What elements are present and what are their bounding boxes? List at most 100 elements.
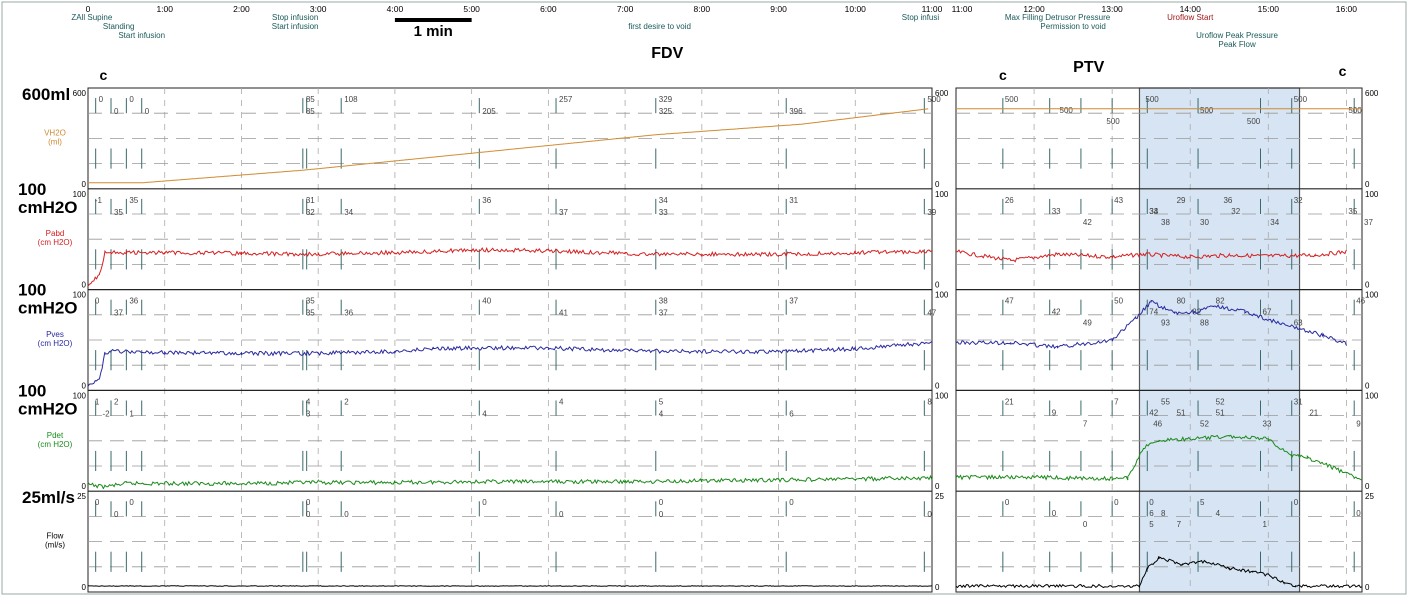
time-tick-label: 10:00 <box>845 4 867 14</box>
marker-value-label: 5 <box>659 397 664 406</box>
trace-pves-left <box>87 340 933 387</box>
event-label: first desire to void <box>628 22 691 31</box>
marker-value-label: 2 <box>114 397 119 406</box>
channel-scale-label: 25ml/s <box>22 488 75 507</box>
marker-value-label: 34 <box>659 196 668 205</box>
marker-value-label: 39 <box>927 208 936 217</box>
marker-value-label: 0 <box>482 498 487 507</box>
marker-value-label: 36 <box>1223 196 1232 205</box>
marker-value-label: 500 <box>1145 95 1159 104</box>
marker-value-label: 108 <box>344 95 358 104</box>
marker-value-label: 7 <box>1083 419 1088 428</box>
marker-value-label: 0 <box>1114 498 1119 507</box>
trace-flow-left <box>87 585 933 587</box>
marker-value-label: 38 <box>1161 218 1170 227</box>
marker-value-label: 500 <box>1247 117 1261 126</box>
marker-value-label: 33 <box>1149 207 1158 216</box>
axis-min-label: 0 <box>1365 180 1370 189</box>
marker-value-label: 6 <box>1149 509 1154 518</box>
marker-value-label: 47 <box>927 309 936 318</box>
event-label: Standing <box>103 22 135 31</box>
cough-marker: c <box>99 67 107 83</box>
axis-max-label: 600 <box>73 89 87 98</box>
time-tick-label: 13:00 <box>1102 4 1124 14</box>
marker-value-label: 82 <box>1192 308 1201 317</box>
marker-value-label: 36 <box>344 309 353 318</box>
event-label: Stop infusi <box>902 13 940 22</box>
marker-value-label: 500 <box>1348 106 1362 115</box>
time-tick-label: 15:00 <box>1258 4 1280 14</box>
cough-marker: c <box>999 67 1007 83</box>
marker-value-label: 30 <box>1200 218 1209 227</box>
axis-max-label: 100 <box>935 391 949 400</box>
axis-min-label: 0 <box>935 583 940 592</box>
marker-value-label: 0 <box>306 510 311 519</box>
channel-scale-top: 100 <box>18 180 46 199</box>
marker-value-label: 52 <box>1200 419 1209 428</box>
axis-min-label: 0 <box>935 281 940 290</box>
marker-value-label: 500 <box>1200 106 1214 115</box>
trace-vh2o-left <box>88 108 929 184</box>
marker-value-label: 500 <box>1294 95 1308 104</box>
axis-min-label: 0 <box>935 180 940 189</box>
trace-pves-right <box>955 299 1347 350</box>
marker-value-label: 31 <box>306 196 315 205</box>
marker-value-label: 42 <box>1149 408 1158 417</box>
marker-value-label: 31 <box>1294 397 1303 406</box>
marker-value-label: 7 <box>1177 520 1182 529</box>
axis-min-label: 0 <box>1365 281 1370 290</box>
axis-max-label: 25 <box>935 492 944 501</box>
marker-value-label: 32 <box>306 208 315 217</box>
axis-max-label: 25 <box>77 492 86 501</box>
marker-value-label: 2 <box>344 397 349 406</box>
marker-value-label: 257 <box>559 95 573 104</box>
marker-value-label: 5 <box>1200 498 1205 507</box>
time-tick-label: 11:00 <box>952 4 973 14</box>
time-tick-label: 7:00 <box>617 4 634 14</box>
marker-value-label: 42 <box>1083 218 1092 227</box>
marker-value-label: 1 <box>1263 520 1268 529</box>
axis-min-label: 0 <box>82 180 87 189</box>
marker-value-label: 9 <box>1356 419 1361 428</box>
marker-value-label: 63 <box>1294 319 1303 328</box>
trace-pabd-left <box>87 247 933 287</box>
marker-value-label: 0 <box>1005 498 1010 507</box>
marker-value-label: 37 <box>114 309 123 318</box>
time-tick-label: 16:00 <box>1336 4 1358 14</box>
marker-value-label: 32 <box>1231 207 1240 216</box>
trace-pdet-right <box>955 434 1363 482</box>
axis-min-label: 0 <box>1365 583 1370 592</box>
axis-max-label: 100 <box>73 291 87 300</box>
marker-value-label: 0 <box>114 510 119 519</box>
axis-max-label: 100 <box>935 190 949 199</box>
marker-value-label: 50 <box>1114 297 1123 306</box>
axis-min-label: 0 <box>82 281 87 290</box>
marker-value-label: 35 <box>1348 207 1357 216</box>
channel-scale-top: 100 <box>18 381 46 400</box>
time-tick-label: 1:00 <box>156 4 173 14</box>
axis-min-label: 0 <box>82 482 87 491</box>
marker-value-label: 1 <box>95 397 100 406</box>
annotation-ptv: PTV <box>1073 59 1104 76</box>
time-tick-label: 11:00 <box>922 4 943 14</box>
marker-value-label: 42 <box>1052 308 1061 317</box>
marker-value-label: -2 <box>103 409 111 418</box>
marker-value-label: 49 <box>1083 319 1092 328</box>
channel-scale-label: 600ml <box>22 85 70 104</box>
channel-scale-top: 100 <box>18 281 46 300</box>
marker-value-label: 4 <box>306 397 311 406</box>
marker-value-label: 0 <box>789 498 794 507</box>
marker-value-label: 0 <box>99 95 104 104</box>
marker-value-label: 205 <box>482 107 496 116</box>
marker-value-label: 51 <box>1216 408 1225 417</box>
marker-value-label: 500 <box>1005 95 1019 104</box>
marker-value-label: 35 <box>306 309 315 318</box>
marker-value-label: 82 <box>1216 297 1225 306</box>
event-label: Start infusion <box>272 22 319 31</box>
marker-value-label: 0 <box>659 510 664 519</box>
marker-value-label: 0 <box>95 498 100 507</box>
marker-value-label: 26 <box>1005 196 1014 205</box>
marker-value-label: 0 <box>927 510 932 519</box>
time-tick-label: 0 <box>86 4 91 14</box>
